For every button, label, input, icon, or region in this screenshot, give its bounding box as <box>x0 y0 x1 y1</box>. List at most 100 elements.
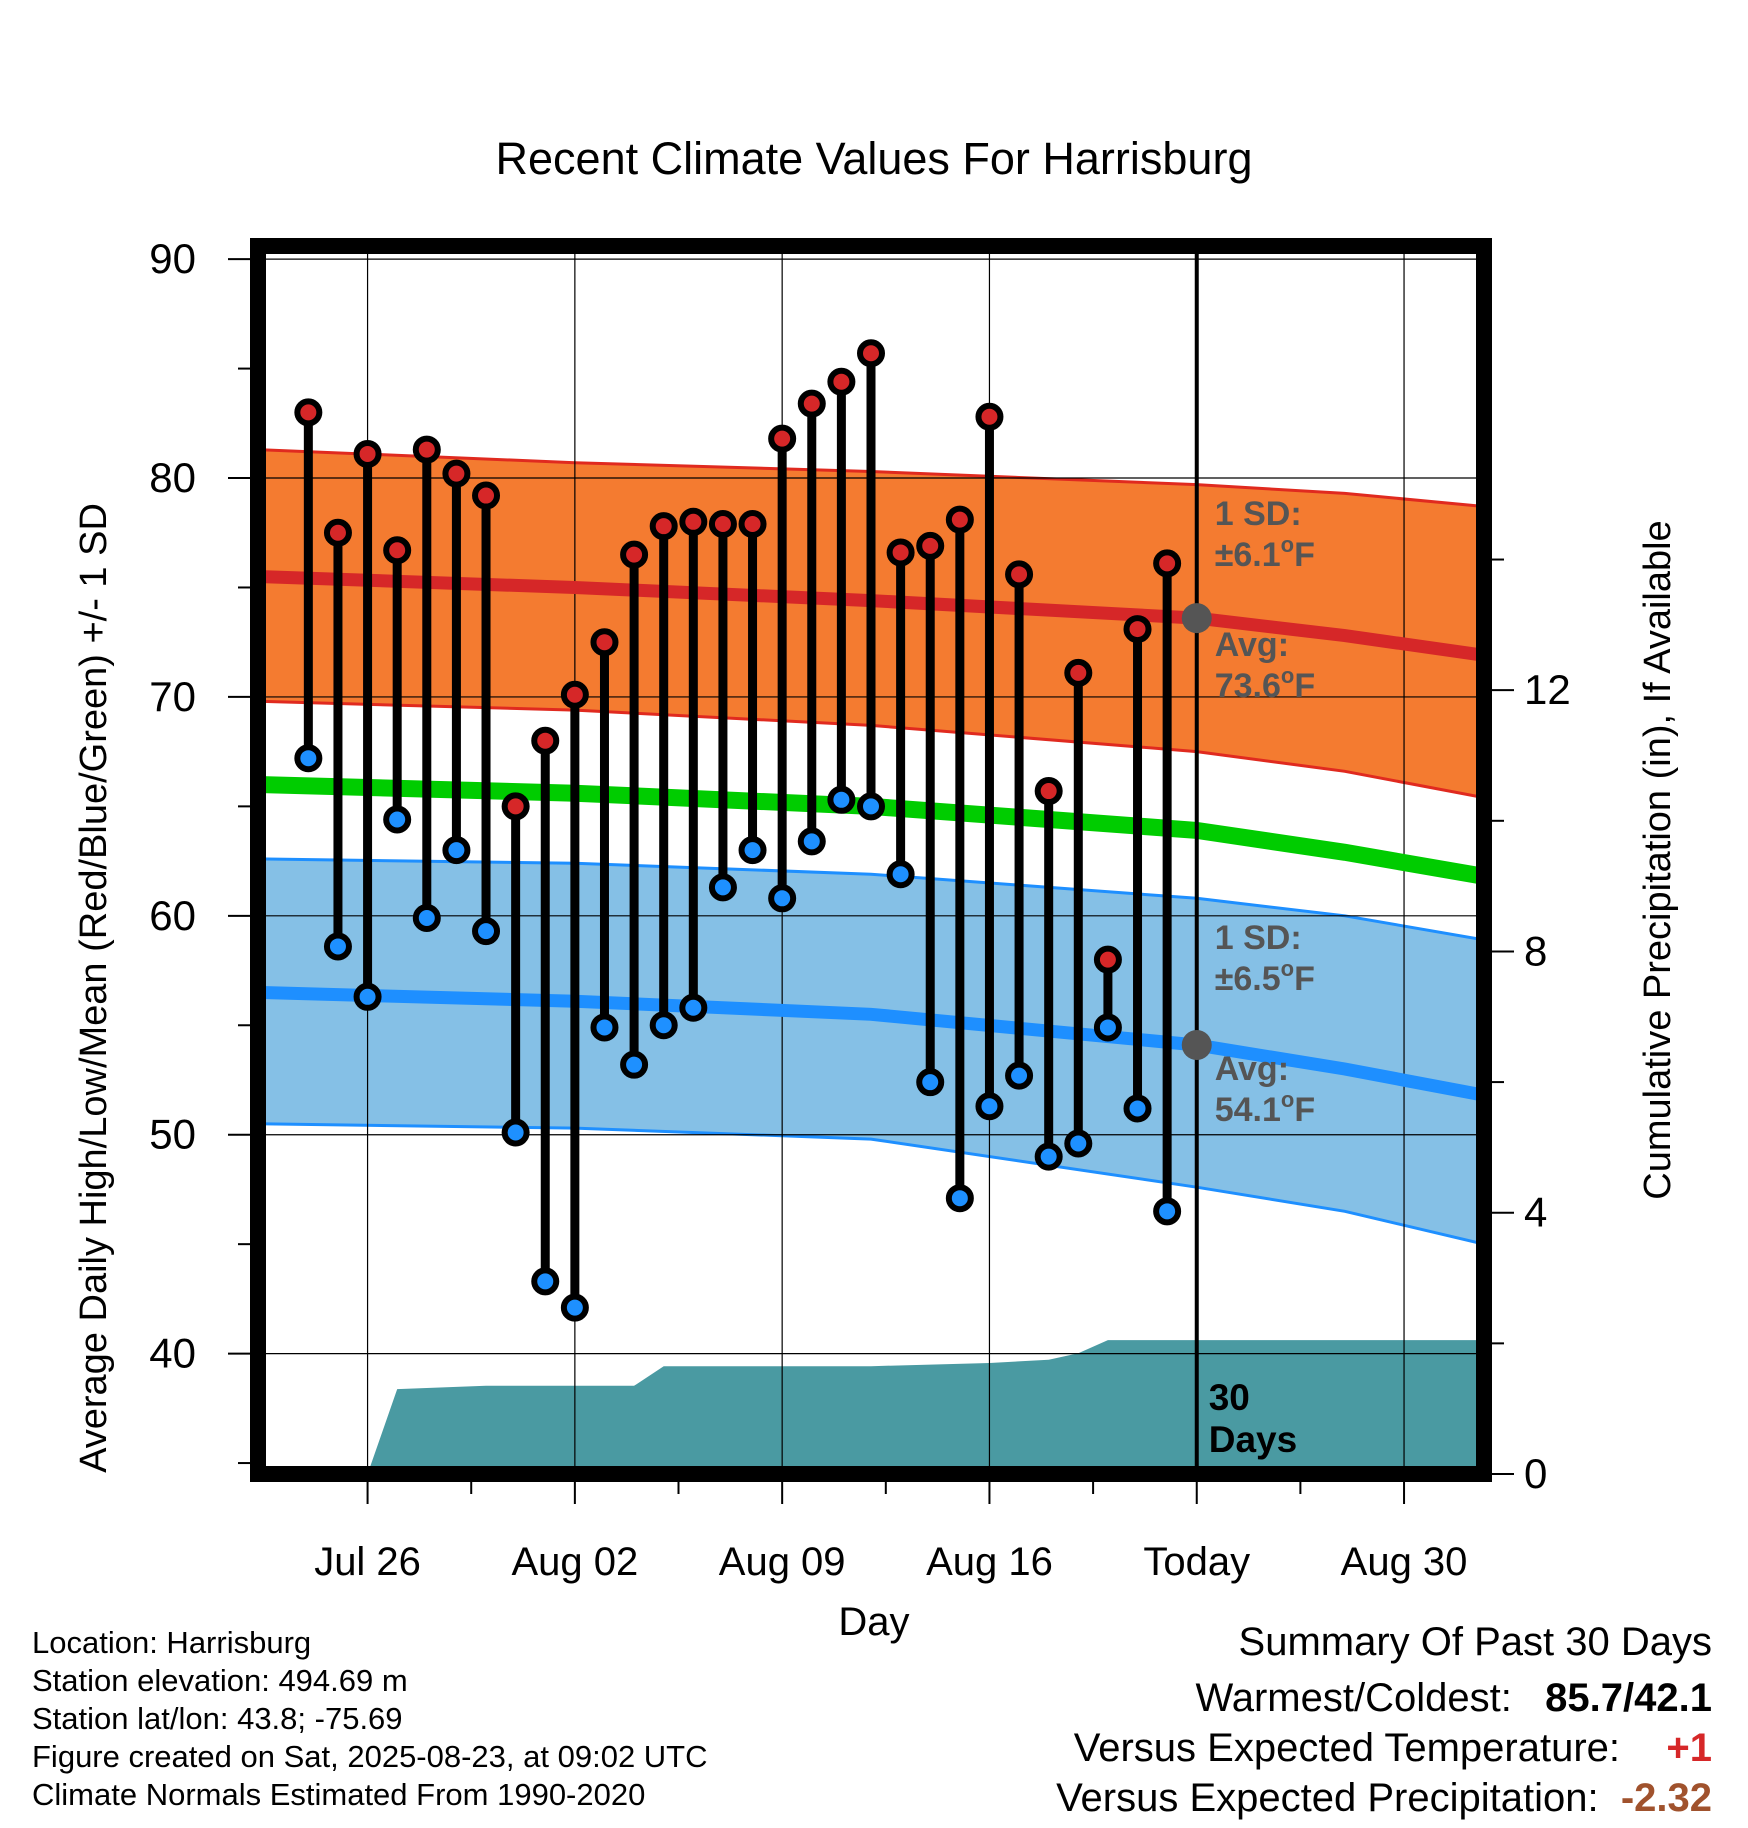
low-sd-band <box>258 858 1484 1245</box>
summary-temperature: Versus Expected Temperature: +1 <box>1074 1726 1712 1771</box>
high-point <box>1123 615 1152 644</box>
days-number-label: 30 <box>1209 1377 1250 1418</box>
high-point <box>531 726 560 755</box>
low-point <box>412 904 441 933</box>
y-axis-label: Average Daily High/Low/Mean (Red/Blue/Gr… <box>73 503 115 1473</box>
low-sd-value: ±6.5oF <box>1215 956 1315 998</box>
low-point <box>442 836 471 865</box>
summary-title-text: Summary Of Past 30 Days <box>1238 1620 1712 1664</box>
chart-title: Recent Climate Values For Harrisburg <box>496 133 1253 184</box>
high-point <box>708 509 737 538</box>
x-tick-label: Aug 02 <box>511 1540 638 1584</box>
high-avg-value: 73.6oF <box>1215 663 1315 705</box>
mean-line <box>258 776 1484 885</box>
high-point <box>442 459 471 488</box>
high-point <box>1064 658 1093 687</box>
summary-precipitation: Versus Expected Precipitation: -2.32 <box>1056 1776 1712 1821</box>
y2-tick-label: 12 <box>1524 666 1571 713</box>
low-point <box>531 1267 560 1296</box>
low-point <box>590 1013 619 1042</box>
high-point <box>679 507 708 536</box>
info-latlon: Station lat/lon: 43.8; -75.69 <box>32 1701 403 1736</box>
low-point <box>472 917 501 946</box>
high-sd-value: ±6.1oF <box>1215 532 1315 574</box>
high-point <box>353 439 382 468</box>
high-point <box>590 628 619 657</box>
low-point <box>501 1118 530 1147</box>
high-point <box>738 509 767 538</box>
y-tick-label: 90 <box>149 235 196 282</box>
plot-frame <box>250 238 1492 1482</box>
low-point <box>294 744 323 773</box>
low-point <box>353 982 382 1011</box>
low-point <box>945 1184 974 1213</box>
precipitation-value: -2.32 <box>1620 1776 1712 1820</box>
y-tick-label: 70 <box>149 673 196 720</box>
high-lower-line <box>258 699 1484 800</box>
high-point <box>945 505 974 534</box>
high-point <box>768 424 797 453</box>
warmest-coldest-label: Warmest/Coldest: <box>1195 1676 1512 1720</box>
info-created: Figure created on Sat, 2025-08-23, at 09… <box>32 1739 708 1774</box>
high-point <box>412 435 441 464</box>
low-avg-marker <box>1181 1029 1212 1060</box>
info-elevation: Station elevation: 494.69 m <box>32 1663 408 1698</box>
info-location: Location: Harrisburg <box>32 1625 312 1660</box>
low-point <box>738 836 767 865</box>
low-point <box>916 1068 945 1097</box>
low-point <box>886 860 915 889</box>
precip-area <box>367 1340 1484 1474</box>
high-point <box>827 367 856 396</box>
high-point <box>1034 777 1063 806</box>
low-sd-label: 1 SD: <box>1215 919 1302 957</box>
low-point <box>1123 1094 1152 1123</box>
high-point <box>916 531 945 560</box>
low-point <box>857 792 885 821</box>
high-point <box>886 538 915 567</box>
y2-axis-label: Cumulative Precipitation (in), If Availa… <box>1637 520 1679 1199</box>
x-axis-label: Day <box>838 1600 909 1644</box>
low-point <box>1153 1197 1182 1226</box>
low-point <box>975 1092 1004 1121</box>
x-tick-label: Aug 16 <box>926 1540 1053 1584</box>
high-point <box>649 512 678 541</box>
high-point <box>975 402 1004 431</box>
low-point <box>768 884 797 913</box>
summary-warmest-coldest: Warmest/Coldest: 85.7/42.1 <box>1195 1676 1712 1721</box>
low-point <box>323 932 352 961</box>
high-sd-label: 1 SD: <box>1215 495 1302 533</box>
low-avg-value: 54.1oF <box>1215 1087 1315 1129</box>
x-tick-label: Aug 09 <box>719 1540 846 1584</box>
low-point <box>1005 1061 1034 1090</box>
low-avg-label: Avg: <box>1215 1050 1289 1088</box>
low-point <box>797 827 826 856</box>
y-tick-label: 60 <box>149 892 196 939</box>
y-tick-label: 80 <box>149 454 196 501</box>
low-point <box>560 1293 589 1322</box>
low-point <box>1064 1129 1093 1158</box>
low-point <box>1093 1013 1122 1042</box>
high-mean-line <box>258 570 1484 662</box>
low-point <box>649 1011 678 1040</box>
high-point <box>620 540 649 569</box>
high-avg-marker <box>1181 603 1212 634</box>
high-point <box>383 536 412 565</box>
high-point <box>323 518 352 547</box>
high-point <box>797 389 826 418</box>
y2-tick-label: 4 <box>1524 1189 1547 1236</box>
summary-title: Summary Of Past 30 Days <box>1239 1620 1712 1665</box>
high-point <box>1005 560 1034 589</box>
warmest-coldest-value: 85.7/42.1 <box>1545 1676 1712 1720</box>
high-point <box>1153 549 1182 578</box>
high-point <box>1093 945 1122 974</box>
precipitation-label: Versus Expected Precipitation: <box>1056 1776 1599 1820</box>
high-point <box>560 680 589 709</box>
low-upper-line <box>258 857 1484 942</box>
x-tick-label: Jul 26 <box>314 1540 421 1584</box>
y2-tick-label: 8 <box>1524 927 1547 974</box>
days-word-label: Days <box>1209 1419 1297 1460</box>
low-point <box>708 873 737 902</box>
